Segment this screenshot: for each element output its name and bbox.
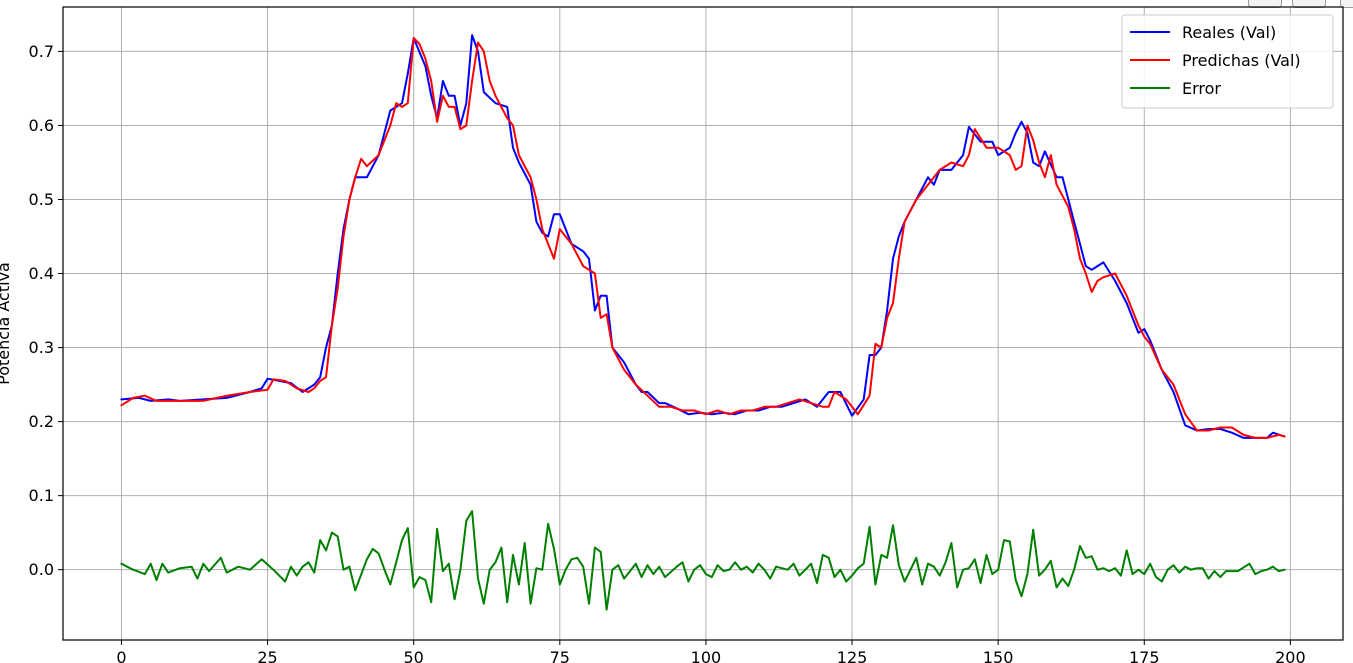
ticks: 0 25 50 75 100 125 150 175 200 0.0 0.1 0.2 0.3 0.4 0.5…	[29, 42, 1306, 663]
legend-label: Error	[1182, 79, 1221, 98]
series-line-0	[120, 34, 1286, 439]
legend: Reales (Val) Predichas (Val) Error	[1121, 14, 1334, 109]
toolbar-button-3[interactable]	[1340, 0, 1353, 8]
series-lines	[120, 34, 1286, 611]
legend-box	[1121, 14, 1334, 109]
y-tick-label: 0.3	[29, 338, 54, 357]
x-tick-label: 75	[550, 648, 570, 663]
x-tick-label: 25	[257, 648, 277, 663]
y-tick-label: 0.4	[29, 264, 54, 283]
plot-frame	[62, 6, 1344, 641]
y-tick-label: 0.2	[29, 412, 54, 431]
grid	[63, 7, 1343, 640]
x-tick-label: 100	[691, 648, 722, 663]
y-axis-label: Potencia Activa	[0, 262, 13, 385]
series-line-1	[120, 37, 1286, 439]
legend-label: Predichas (Val)	[1182, 51, 1301, 70]
y-tick-label: 0.5	[29, 190, 54, 209]
y-tick-label: 0.7	[29, 42, 54, 61]
y-tick-label: 0.1	[29, 486, 54, 505]
x-tick-label: 175	[1129, 648, 1160, 663]
y-tick-label: 0.6	[29, 116, 54, 135]
series-line-2	[120, 510, 1286, 611]
x-tick-label: 125	[837, 648, 868, 663]
y-tick-label: 0.0	[29, 560, 54, 579]
legend-label: Reales (Val)	[1182, 23, 1276, 42]
x-tick-label: 200	[1275, 648, 1306, 663]
x-tick-label: 150	[983, 648, 1014, 663]
x-tick-label: 50	[404, 648, 424, 663]
x-tick-label: 0	[116, 648, 126, 663]
